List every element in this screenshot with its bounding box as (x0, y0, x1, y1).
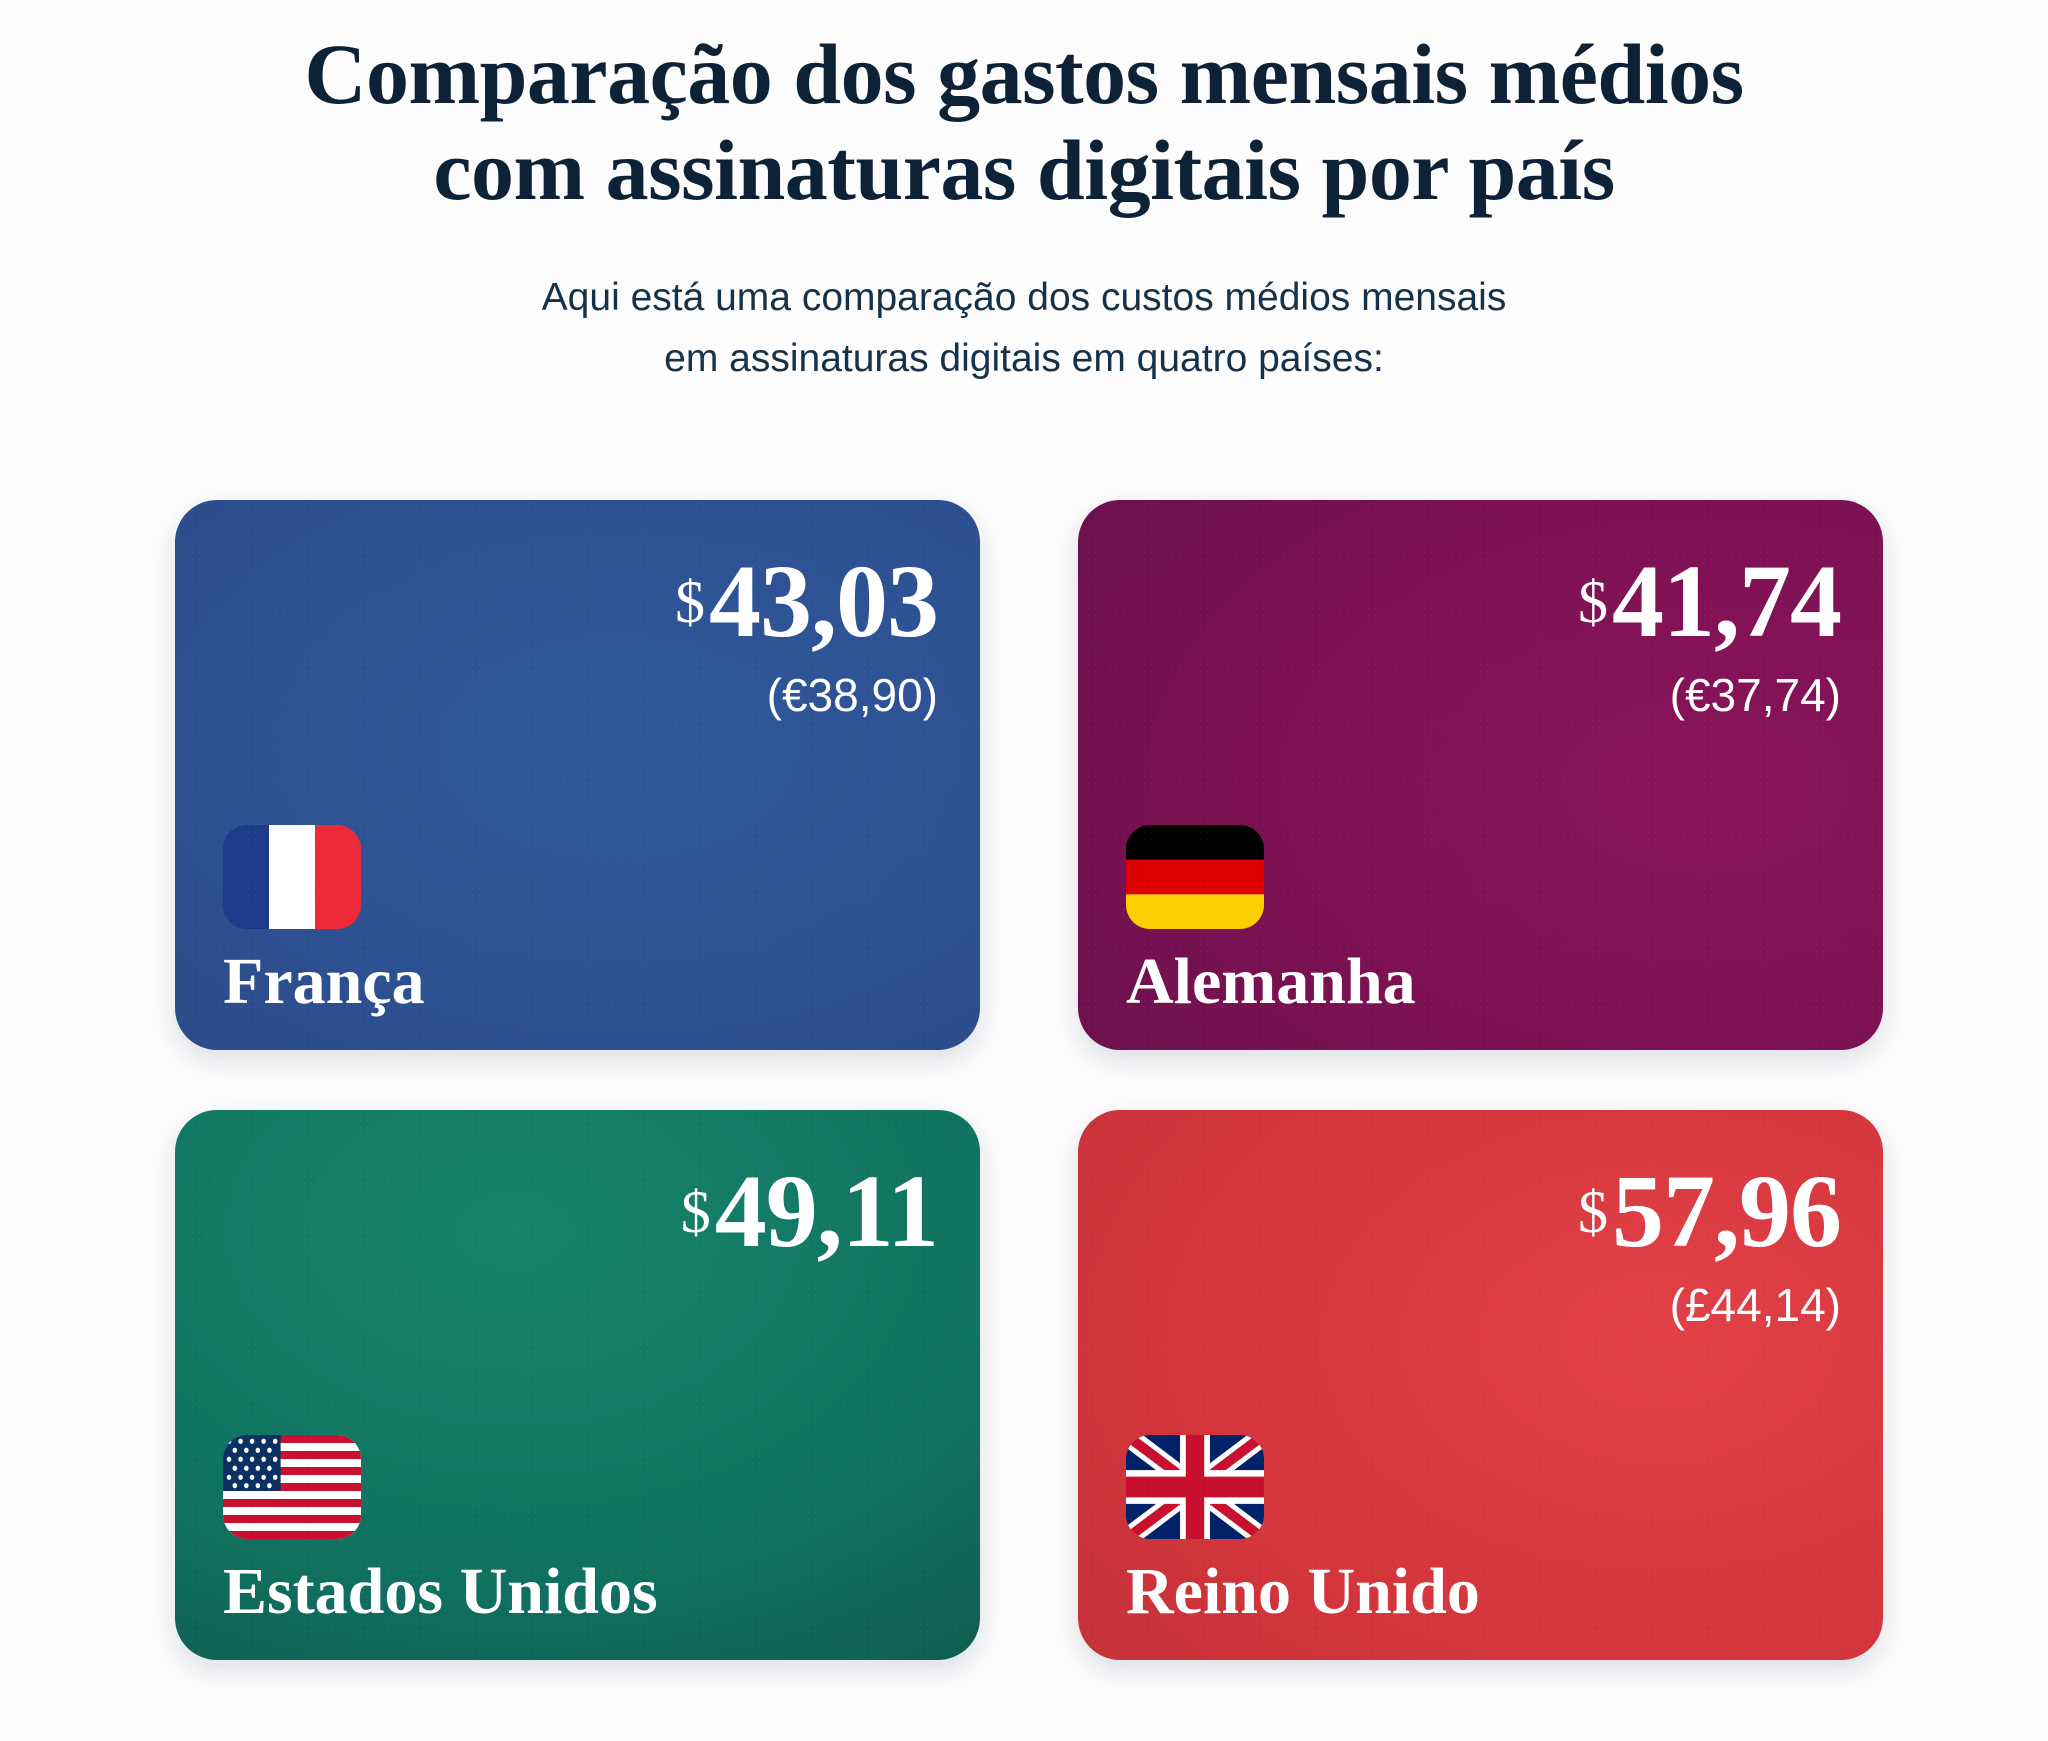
currency-sign-usd: $ (1578, 1179, 1608, 1245)
currency-sign-usd: $ (675, 569, 705, 635)
amount-block: $57,96 (£44,14) (1578, 1160, 1842, 1331)
country-identity: Alemanha (1126, 824, 1416, 1018)
primary-amount: $43,03 (675, 550, 939, 654)
country-name: Reino Unido (1126, 1554, 1480, 1628)
amount-block: $41,74 (€37,74) (1578, 550, 1842, 721)
country-card-france[interactable]: $43,03 (€38,90) França (175, 500, 980, 1050)
primary-amount-value: 57,96 (1612, 1154, 1842, 1269)
page-title: Comparação dos gastos mensais médios com… (124, 26, 1924, 219)
currency-sign-usd: $ (680, 1179, 711, 1245)
page-subtitle-line-2: em assinaturas digitais em quatro países… (664, 337, 1384, 381)
secondary-amount: (€38,90) (766, 669, 938, 721)
amount-block: $43,03 (€38,90) (675, 550, 939, 721)
flag-germany-icon (1126, 824, 1264, 929)
country-identity: França (223, 824, 425, 1018)
header: Comparação dos gastos mensais médios com… (0, 0, 2048, 390)
primary-amount: $57,96 (1578, 1160, 1842, 1264)
primary-amount-value: 41,74 (1612, 544, 1842, 659)
flag-usa-icon (223, 1434, 361, 1539)
country-identity: Estados Unidos (223, 1434, 658, 1628)
page-title-line-1: Comparação dos gastos mensais médios (304, 26, 1744, 122)
flag-uk-icon (1126, 1434, 1264, 1539)
primary-amount-value: 49,11 (714, 1154, 939, 1269)
secondary-amount: (€37,74) (1669, 669, 1841, 721)
country-identity: Reino Unido (1126, 1434, 1480, 1628)
country-card-grid: $43,03 (€38,90) França $41,74 (€37,74) (175, 500, 1883, 1660)
primary-amount-value: 43,03 (709, 544, 939, 659)
secondary-amount: (£44,14) (1669, 1279, 1841, 1331)
primary-amount: $49,11 (680, 1160, 939, 1264)
flag-france-icon (223, 824, 361, 929)
country-name: França (223, 944, 425, 1018)
amount-block: $49,11 (680, 1160, 939, 1264)
page-subtitle: Aqui está uma comparação dos custos médi… (0, 267, 2048, 390)
country-name: Alemanha (1126, 944, 1416, 1018)
country-card-germany[interactable]: $41,74 (€37,74) Alemanha (1078, 500, 1883, 1050)
currency-sign-usd: $ (1578, 569, 1608, 635)
country-card-usa[interactable]: $49,11 (175, 1110, 980, 1660)
country-card-uk[interactable]: $57,96 (£44,14) Reino Unido (1078, 1110, 1883, 1660)
country-name: Estados Unidos (223, 1554, 658, 1628)
page-subtitle-line-1: Aqui está uma comparação dos custos médi… (541, 275, 1507, 319)
primary-amount: $41,74 (1578, 550, 1842, 654)
page-title-line-2: com assinaturas digitais por país (433, 122, 1615, 219)
